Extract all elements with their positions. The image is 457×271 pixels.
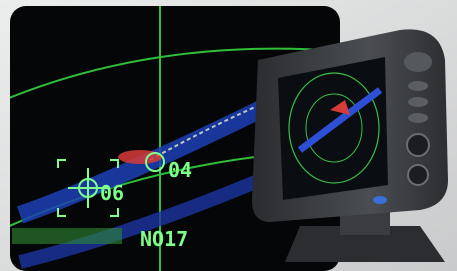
knob [408, 165, 428, 185]
product-image: 04 06 NO17 [0, 0, 457, 271]
blurred-text [12, 228, 122, 244]
target-label: 06 [100, 181, 124, 205]
button [408, 81, 428, 91]
knob [407, 134, 429, 156]
button [408, 113, 428, 123]
page: 04 06 NO17 (() => { const data = JSON.pa… [0, 0, 457, 271]
status-text: NO17 [140, 227, 188, 251]
button [408, 97, 428, 107]
button [404, 52, 432, 72]
target-label: 04 [168, 158, 192, 182]
power-button [373, 196, 387, 204]
